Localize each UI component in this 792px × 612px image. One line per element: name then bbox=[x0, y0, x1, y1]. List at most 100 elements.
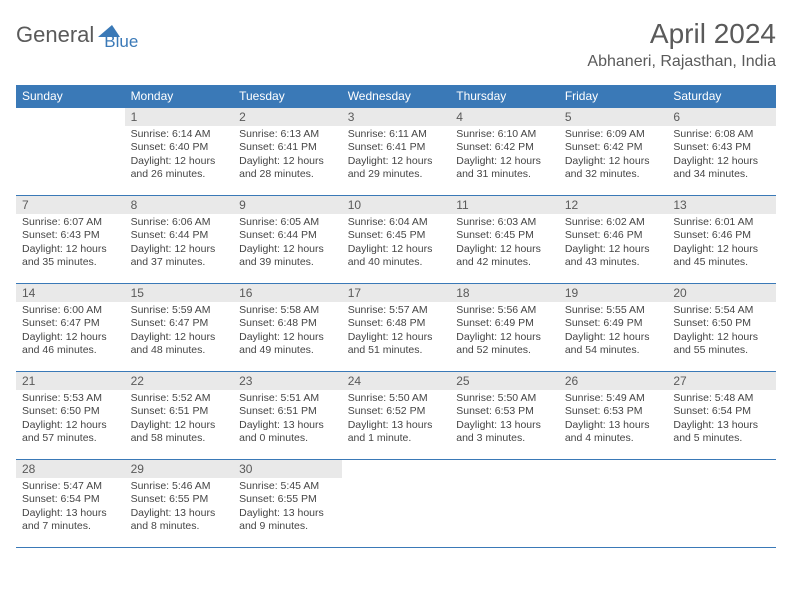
logo-text-blue: Blue bbox=[104, 32, 138, 52]
day-number: 21 bbox=[16, 372, 125, 390]
calendar-day-cell: 3Sunrise: 6:11 AMSunset: 6:41 PMDaylight… bbox=[342, 108, 451, 196]
weekday-header: Sunday bbox=[16, 85, 125, 108]
day-info: Sunrise: 6:04 AMSunset: 6:45 PMDaylight:… bbox=[342, 214, 451, 274]
location-label: Abhaneri, Rajasthan, India bbox=[587, 53, 776, 71]
calendar-day-cell: 8Sunrise: 6:06 AMSunset: 6:44 PMDaylight… bbox=[125, 196, 234, 284]
day-number: 28 bbox=[16, 460, 125, 478]
calendar-week-row: 14Sunrise: 6:00 AMSunset: 6:47 PMDayligh… bbox=[16, 284, 776, 372]
calendar-day-cell: 4Sunrise: 6:10 AMSunset: 6:42 PMDaylight… bbox=[450, 108, 559, 196]
day-info: Sunrise: 6:14 AMSunset: 6:40 PMDaylight:… bbox=[125, 126, 234, 186]
day-number: 12 bbox=[559, 196, 668, 214]
day-number: 23 bbox=[233, 372, 342, 390]
calendar-day-cell: 21Sunrise: 5:53 AMSunset: 6:50 PMDayligh… bbox=[16, 372, 125, 460]
day-number: 25 bbox=[450, 372, 559, 390]
logo-text-general: General bbox=[16, 22, 94, 48]
day-number: 20 bbox=[667, 284, 776, 302]
title-block: April 2024 Abhaneri, Rajasthan, India bbox=[587, 18, 776, 71]
day-info: Sunrise: 6:00 AMSunset: 6:47 PMDaylight:… bbox=[16, 302, 125, 362]
day-info: Sunrise: 6:13 AMSunset: 6:41 PMDaylight:… bbox=[233, 126, 342, 186]
calendar-day-cell: 5Sunrise: 6:09 AMSunset: 6:42 PMDaylight… bbox=[559, 108, 668, 196]
calendar-week-row: 21Sunrise: 5:53 AMSunset: 6:50 PMDayligh… bbox=[16, 372, 776, 460]
weekday-header: Thursday bbox=[450, 85, 559, 108]
day-info: Sunrise: 5:58 AMSunset: 6:48 PMDaylight:… bbox=[233, 302, 342, 362]
day-info: Sunrise: 5:45 AMSunset: 6:55 PMDaylight:… bbox=[233, 478, 342, 538]
day-number: 6 bbox=[667, 108, 776, 126]
day-number: 7 bbox=[16, 196, 125, 214]
weekday-header: Wednesday bbox=[342, 85, 451, 108]
day-info: Sunrise: 6:06 AMSunset: 6:44 PMDaylight:… bbox=[125, 214, 234, 274]
day-number: 2 bbox=[233, 108, 342, 126]
day-number: 29 bbox=[125, 460, 234, 478]
calendar-body: ..1Sunrise: 6:14 AMSunset: 6:40 PMDaylig… bbox=[16, 108, 776, 548]
calendar-day-cell: 6Sunrise: 6:08 AMSunset: 6:43 PMDaylight… bbox=[667, 108, 776, 196]
day-info: Sunrise: 6:07 AMSunset: 6:43 PMDaylight:… bbox=[16, 214, 125, 274]
calendar-week-row: 7Sunrise: 6:07 AMSunset: 6:43 PMDaylight… bbox=[16, 196, 776, 284]
calendar-day-cell: 23Sunrise: 5:51 AMSunset: 6:51 PMDayligh… bbox=[233, 372, 342, 460]
calendar-day-cell: 17Sunrise: 5:57 AMSunset: 6:48 PMDayligh… bbox=[342, 284, 451, 372]
day-number: 10 bbox=[342, 196, 451, 214]
day-number: 18 bbox=[450, 284, 559, 302]
calendar-day-cell: 12Sunrise: 6:02 AMSunset: 6:46 PMDayligh… bbox=[559, 196, 668, 284]
day-info: Sunrise: 5:50 AMSunset: 6:53 PMDaylight:… bbox=[450, 390, 559, 450]
calendar-header-row: SundayMondayTuesdayWednesdayThursdayFrid… bbox=[16, 85, 776, 108]
calendar-day-cell: 27Sunrise: 5:48 AMSunset: 6:54 PMDayligh… bbox=[667, 372, 776, 460]
calendar-day-cell: 22Sunrise: 5:52 AMSunset: 6:51 PMDayligh… bbox=[125, 372, 234, 460]
day-number: 22 bbox=[125, 372, 234, 390]
day-info: Sunrise: 6:10 AMSunset: 6:42 PMDaylight:… bbox=[450, 126, 559, 186]
day-info: Sunrise: 5:57 AMSunset: 6:48 PMDaylight:… bbox=[342, 302, 451, 362]
weekday-header: Monday bbox=[125, 85, 234, 108]
day-info: Sunrise: 5:49 AMSunset: 6:53 PMDaylight:… bbox=[559, 390, 668, 450]
day-info: Sunrise: 6:05 AMSunset: 6:44 PMDaylight:… bbox=[233, 214, 342, 274]
calendar-day-cell: 20Sunrise: 5:54 AMSunset: 6:50 PMDayligh… bbox=[667, 284, 776, 372]
day-number: 15 bbox=[125, 284, 234, 302]
weekday-header: Tuesday bbox=[233, 85, 342, 108]
calendar-day-cell: .. bbox=[450, 460, 559, 548]
day-info: Sunrise: 5:54 AMSunset: 6:50 PMDaylight:… bbox=[667, 302, 776, 362]
logo: General Blue bbox=[16, 18, 138, 52]
day-info: Sunrise: 5:55 AMSunset: 6:49 PMDaylight:… bbox=[559, 302, 668, 362]
calendar-day-cell: .. bbox=[16, 108, 125, 196]
calendar-day-cell: 11Sunrise: 6:03 AMSunset: 6:45 PMDayligh… bbox=[450, 196, 559, 284]
calendar-day-cell: 24Sunrise: 5:50 AMSunset: 6:52 PMDayligh… bbox=[342, 372, 451, 460]
day-info: Sunrise: 6:01 AMSunset: 6:46 PMDaylight:… bbox=[667, 214, 776, 274]
day-info: Sunrise: 5:59 AMSunset: 6:47 PMDaylight:… bbox=[125, 302, 234, 362]
calendar-day-cell: 9Sunrise: 6:05 AMSunset: 6:44 PMDaylight… bbox=[233, 196, 342, 284]
day-number: 13 bbox=[667, 196, 776, 214]
calendar-day-cell: 30Sunrise: 5:45 AMSunset: 6:55 PMDayligh… bbox=[233, 460, 342, 548]
calendar-table: SundayMondayTuesdayWednesdayThursdayFrid… bbox=[16, 85, 776, 548]
day-info: Sunrise: 6:02 AMSunset: 6:46 PMDaylight:… bbox=[559, 214, 668, 274]
day-number: 5 bbox=[559, 108, 668, 126]
day-number: 27 bbox=[667, 372, 776, 390]
day-number: 14 bbox=[16, 284, 125, 302]
calendar-day-cell: 15Sunrise: 5:59 AMSunset: 6:47 PMDayligh… bbox=[125, 284, 234, 372]
calendar-day-cell: 16Sunrise: 5:58 AMSunset: 6:48 PMDayligh… bbox=[233, 284, 342, 372]
header: General Blue April 2024 Abhaneri, Rajast… bbox=[16, 18, 776, 71]
calendar-day-cell: 19Sunrise: 5:55 AMSunset: 6:49 PMDayligh… bbox=[559, 284, 668, 372]
day-info: Sunrise: 5:48 AMSunset: 6:54 PMDaylight:… bbox=[667, 390, 776, 450]
day-number: 3 bbox=[342, 108, 451, 126]
day-number: 30 bbox=[233, 460, 342, 478]
day-info: Sunrise: 6:03 AMSunset: 6:45 PMDaylight:… bbox=[450, 214, 559, 274]
calendar-day-cell: 14Sunrise: 6:00 AMSunset: 6:47 PMDayligh… bbox=[16, 284, 125, 372]
calendar-day-cell: 18Sunrise: 5:56 AMSunset: 6:49 PMDayligh… bbox=[450, 284, 559, 372]
day-info: Sunrise: 5:51 AMSunset: 6:51 PMDaylight:… bbox=[233, 390, 342, 450]
calendar-day-cell: 29Sunrise: 5:46 AMSunset: 6:55 PMDayligh… bbox=[125, 460, 234, 548]
calendar-day-cell: .. bbox=[342, 460, 451, 548]
calendar-day-cell: 1Sunrise: 6:14 AMSunset: 6:40 PMDaylight… bbox=[125, 108, 234, 196]
day-number: 4 bbox=[450, 108, 559, 126]
calendar-day-cell: 7Sunrise: 6:07 AMSunset: 6:43 PMDaylight… bbox=[16, 196, 125, 284]
day-number: 9 bbox=[233, 196, 342, 214]
day-info: Sunrise: 5:47 AMSunset: 6:54 PMDaylight:… bbox=[16, 478, 125, 538]
day-number: 19 bbox=[559, 284, 668, 302]
day-number: 24 bbox=[342, 372, 451, 390]
calendar-week-row: ..1Sunrise: 6:14 AMSunset: 6:40 PMDaylig… bbox=[16, 108, 776, 196]
day-info: Sunrise: 5:56 AMSunset: 6:49 PMDaylight:… bbox=[450, 302, 559, 362]
day-number: 8 bbox=[125, 196, 234, 214]
day-info: Sunrise: 6:11 AMSunset: 6:41 PMDaylight:… bbox=[342, 126, 451, 186]
calendar-week-row: 28Sunrise: 5:47 AMSunset: 6:54 PMDayligh… bbox=[16, 460, 776, 548]
page-title: April 2024 bbox=[587, 18, 776, 50]
calendar-day-cell: 26Sunrise: 5:49 AMSunset: 6:53 PMDayligh… bbox=[559, 372, 668, 460]
calendar-day-cell: 2Sunrise: 6:13 AMSunset: 6:41 PMDaylight… bbox=[233, 108, 342, 196]
day-number: 11 bbox=[450, 196, 559, 214]
day-info: Sunrise: 5:50 AMSunset: 6:52 PMDaylight:… bbox=[342, 390, 451, 450]
